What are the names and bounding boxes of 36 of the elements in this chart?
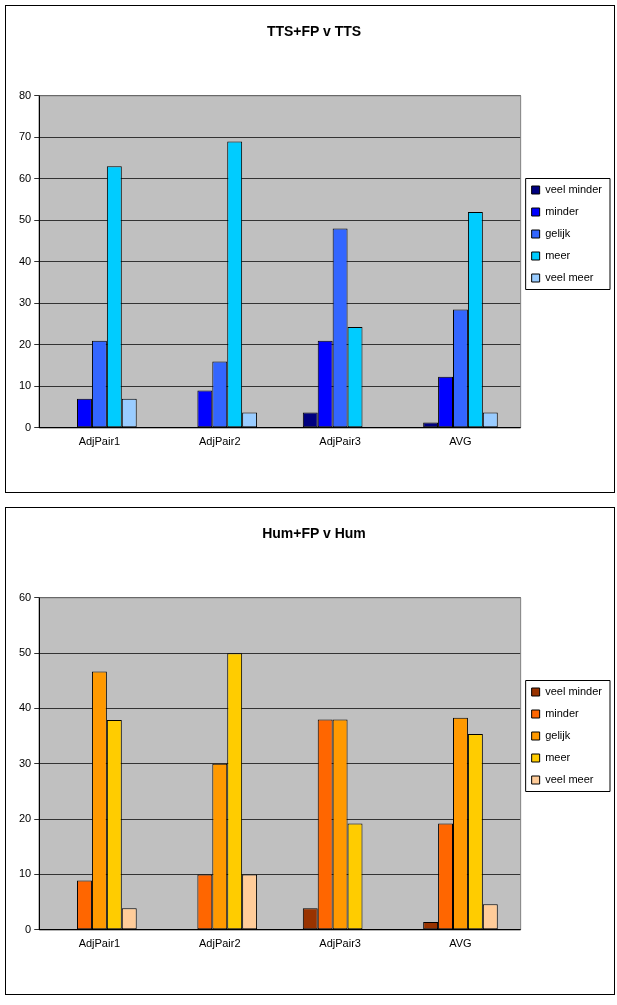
- x-tick-label: AdjPair2: [198, 435, 241, 448]
- y-tick-label: 10: [18, 379, 32, 392]
- legend-label: veel meer: [545, 271, 594, 284]
- legend-label: gelijk: [545, 227, 571, 240]
- y-tick-label: 10: [18, 867, 32, 880]
- x-tick-label: AVG: [449, 937, 472, 950]
- y-tick-label: 0: [25, 922, 32, 935]
- y-tick-label: 20: [18, 812, 32, 825]
- x-tick-label: AdjPair3: [319, 937, 361, 950]
- y-tick-label: 50: [18, 646, 32, 659]
- legend-label: meer: [545, 249, 571, 262]
- x-tick-label: AdjPair1: [78, 937, 121, 950]
- x-tick-label: AVG: [449, 435, 472, 448]
- y-tick-label: 50: [18, 213, 32, 226]
- legend-label: veel minder: [545, 685, 603, 698]
- y-tick-label: 20: [18, 337, 32, 350]
- chart-title: Hum+FP v Hum: [262, 525, 366, 542]
- y-tick-label: 40: [18, 254, 32, 267]
- legend-label: minder: [545, 707, 580, 720]
- y-tick-label: 60: [18, 590, 32, 603]
- y-tick-label: 70: [18, 130, 32, 143]
- x-tick-label: AdjPair2: [198, 937, 241, 950]
- y-tick-label: 30: [18, 756, 32, 769]
- y-tick-label: 30: [18, 296, 32, 309]
- x-tick-label: AdjPair1: [78, 435, 121, 448]
- y-tick-label: 0: [25, 420, 32, 433]
- legend-label: meer: [545, 751, 571, 764]
- legend-label: gelijk: [545, 729, 571, 742]
- y-tick-label: 40: [18, 701, 32, 714]
- y-tick-label: 60: [18, 171, 32, 184]
- legend-label: veel meer: [545, 773, 594, 786]
- y-tick-label: 80: [18, 88, 32, 101]
- legend-label: minder: [545, 205, 580, 218]
- legend-label: veel minder: [545, 183, 603, 196]
- chart-title: TTS+FP v TTS: [266, 23, 362, 40]
- x-tick-label: AdjPair3: [319, 435, 361, 448]
